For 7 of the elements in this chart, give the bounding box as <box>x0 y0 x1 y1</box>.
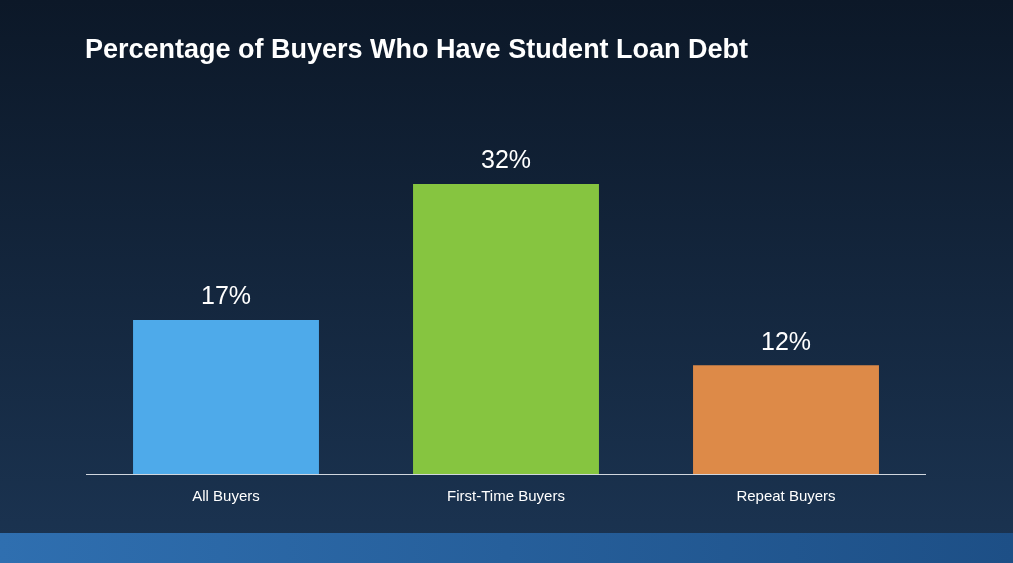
x-tick-label: Repeat Buyers <box>736 487 836 505</box>
data-label: 12% <box>760 326 812 355</box>
x-tick-label: All Buyers <box>192 487 260 505</box>
data-label: 32% <box>480 145 532 174</box>
chart-title: Percentage of Buyers Who Have Student Loan Debt <box>85 34 749 65</box>
x-tick-label: First-Time Buyers <box>447 487 565 505</box>
data-label: 17% <box>200 281 252 310</box>
